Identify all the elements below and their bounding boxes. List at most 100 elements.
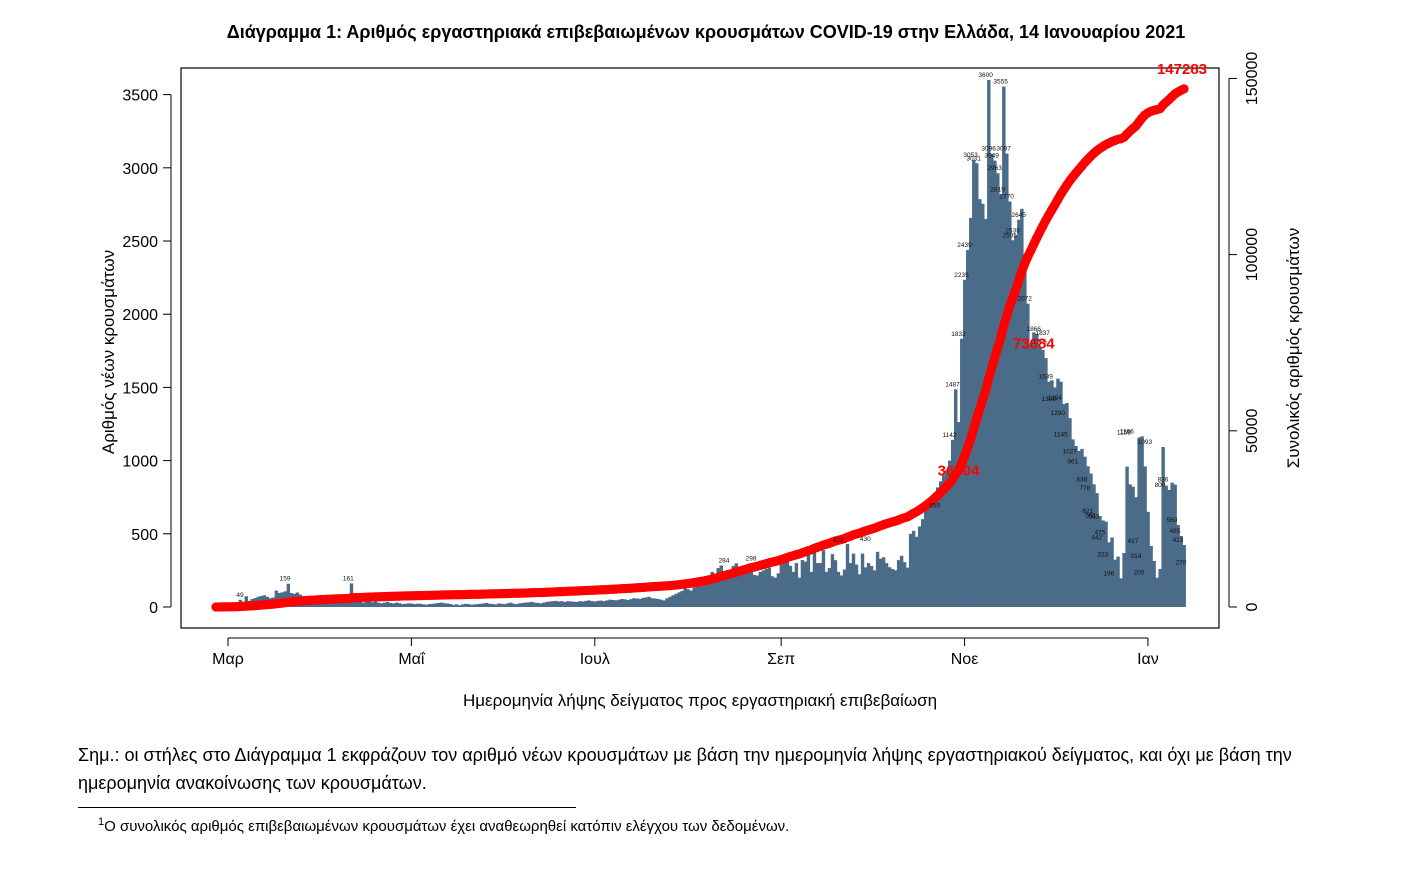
bar [461, 604, 465, 607]
bar [602, 601, 606, 607]
bar [945, 470, 949, 607]
bar [479, 603, 483, 607]
bar [412, 604, 417, 607]
bar [340, 602, 345, 607]
bar [863, 567, 868, 607]
footnote: 1Ο συνολικός αριθμός επιβεβαιωμένων κρου… [98, 816, 789, 835]
bar [830, 554, 835, 607]
cumulative-point [1014, 276, 1024, 286]
bar-value-label: 3097 [996, 146, 1011, 153]
bar [905, 567, 910, 607]
bar [1032, 332, 1036, 607]
bar [1017, 219, 1021, 607]
bar [1029, 343, 1033, 607]
bar [743, 571, 747, 607]
x-tick-label: Ιαν [1137, 651, 1159, 668]
bar-value-label: 838 [1076, 476, 1087, 483]
bar [779, 561, 784, 607]
bar-value-label: 836 [1158, 477, 1169, 484]
bar [382, 602, 387, 607]
cumulative-point [987, 363, 997, 373]
bar [545, 601, 549, 607]
bar [957, 422, 961, 607]
bar [557, 601, 561, 607]
bar [785, 558, 790, 607]
bar [698, 585, 702, 607]
bar [954, 389, 958, 607]
x-tick-label: Μαρ [212, 651, 244, 668]
bar [1044, 358, 1048, 607]
bar [926, 507, 931, 607]
bar [884, 563, 889, 607]
bar [391, 603, 396, 607]
bar [470, 604, 474, 607]
footnote-text: Ο συνολικός αριθμός επιβεβαιωμένων κρουσ… [104, 818, 790, 835]
bar [908, 533, 913, 607]
bar [1179, 536, 1183, 607]
bar [1065, 402, 1069, 607]
bar [436, 602, 441, 607]
bar [713, 577, 717, 607]
bar [827, 568, 832, 607]
bar [815, 563, 820, 607]
bar [1077, 450, 1081, 607]
bar [364, 600, 369, 607]
bar [761, 570, 766, 607]
bar [1089, 473, 1093, 607]
bar [361, 602, 366, 607]
bar [644, 597, 648, 607]
cumulative-point [963, 443, 973, 453]
bar [788, 565, 793, 607]
bar [929, 504, 934, 607]
y-tick-label: 1500 [122, 380, 158, 397]
bar-value-label: 1158 [1117, 430, 1131, 437]
bar-value-label: 3053 [963, 152, 978, 159]
bar [948, 460, 952, 607]
bar [626, 599, 630, 607]
bar [578, 601, 582, 607]
bar [686, 589, 690, 607]
bar [482, 603, 486, 607]
bar [1056, 378, 1060, 607]
x-axis-title: Ημερομηνία λήψης δείγματος προς εργαστηρ… [463, 691, 937, 710]
cumulative-point [1002, 311, 1012, 321]
bar-value-label: 1539 [1038, 374, 1053, 381]
bar [833, 560, 838, 607]
y-tick-label: 2000 [122, 307, 158, 324]
y-tick-label: 500 [131, 527, 158, 544]
bar [1104, 521, 1108, 607]
bar-value-label: 659 [929, 503, 940, 510]
bar-value-label: 621 [1082, 508, 1093, 515]
bar [1083, 456, 1087, 607]
bar [394, 602, 399, 607]
bar [1059, 381, 1063, 607]
bar-value-label: 2538 [1005, 227, 1020, 234]
bar-value-label: 1166 [1120, 428, 1134, 435]
bar-value-label: 2819 [990, 186, 1005, 193]
bar [421, 604, 426, 607]
bar [563, 601, 567, 607]
bar [758, 571, 763, 607]
bar [839, 575, 844, 607]
bar [1143, 466, 1147, 607]
bar [512, 603, 516, 607]
cumulative-point [1020, 259, 1030, 269]
bar [821, 550, 826, 607]
bar-value-label: 3049 [984, 153, 999, 160]
bar [397, 603, 402, 607]
bar [518, 603, 522, 607]
bar-value-label: 417 [1127, 538, 1138, 545]
bar [818, 563, 823, 607]
bar [569, 601, 573, 607]
cumulative-point [1017, 267, 1027, 277]
bar [893, 570, 898, 607]
bar [1167, 489, 1171, 607]
bar [560, 601, 564, 607]
bar [692, 587, 696, 607]
bar [824, 571, 829, 607]
bar [1023, 270, 1027, 607]
bar [653, 598, 657, 607]
bar [806, 551, 811, 607]
bar [367, 601, 372, 607]
bar [485, 602, 489, 607]
